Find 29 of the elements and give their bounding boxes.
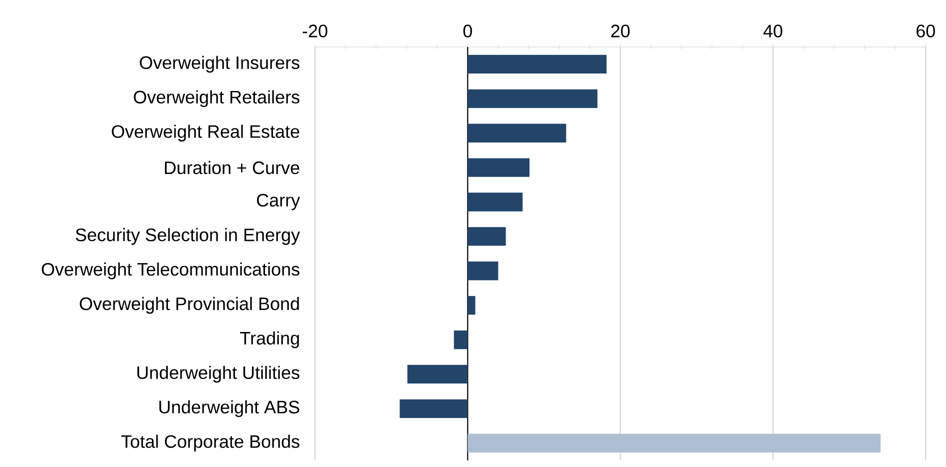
y-tick-label: Security Selection in Energy (76, 228, 300, 245)
x-tick-label: 0 (463, 24, 472, 38)
y-tick-label: Overweight Real Estate (112, 124, 300, 142)
y-tick-label: Overweight Telecommunications (42, 262, 300, 280)
y-tick-label: Carry (256, 194, 300, 210)
y-tick-label: Overweight Provincial Bond (80, 296, 299, 314)
bar (468, 89, 598, 108)
x-tick-label: 40 (763, 24, 782, 38)
y-tick-label: Overweight Insurers (140, 56, 300, 73)
bar (400, 399, 468, 418)
y-tick-label: Overweight Retailers (134, 90, 300, 108)
bar (468, 434, 881, 452)
y-tick-label: Duration + Curve (164, 160, 300, 174)
bar (468, 262, 498, 280)
bar (468, 227, 506, 246)
y-tick-label: Underweight ABS (159, 400, 300, 418)
bar (468, 158, 530, 177)
bar (468, 192, 523, 212)
bar (454, 330, 468, 350)
y-tick-label: Trading (240, 331, 299, 348)
bar (468, 54, 607, 74)
x-tick-label: -20 (302, 24, 328, 38)
x-tick-label: 20 (611, 24, 630, 38)
y-tick-label: Underweight Utilities (137, 366, 300, 383)
bar (468, 124, 566, 142)
y-tick-label: Total Corporate Bonds (121, 434, 300, 452)
x-tick-label: 60 (916, 24, 935, 38)
bar (407, 364, 468, 384)
bar (468, 296, 476, 315)
